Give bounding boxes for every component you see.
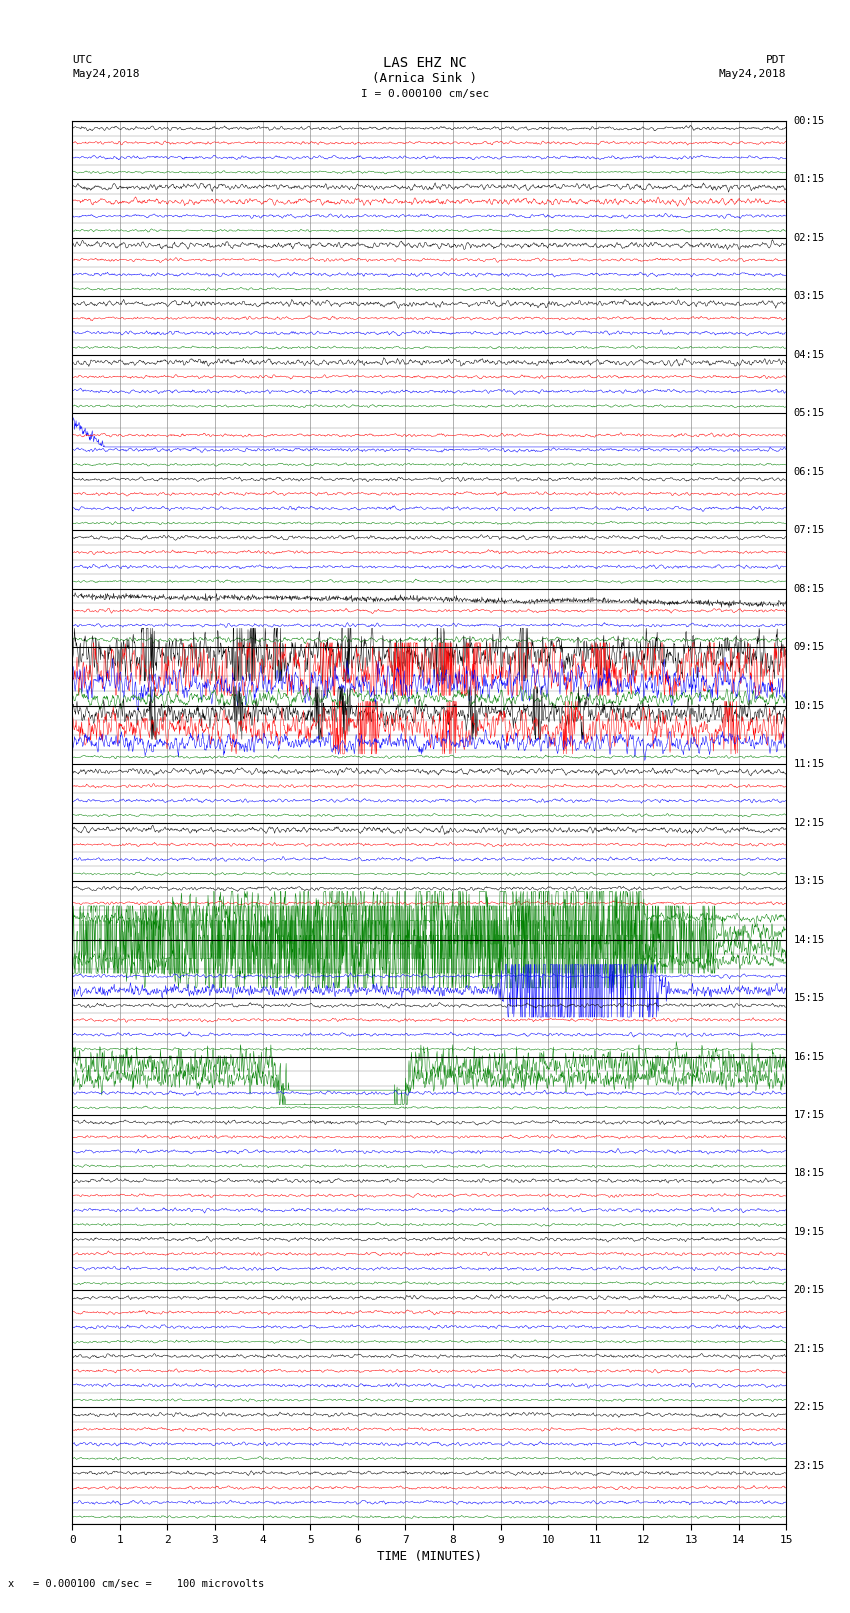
Text: 13:15: 13:15 bbox=[793, 876, 824, 886]
Text: 00:15: 00:15 bbox=[793, 116, 824, 126]
Text: 11:15: 11:15 bbox=[793, 760, 824, 769]
Text: 22:15: 22:15 bbox=[793, 1402, 824, 1413]
Text: 20:15: 20:15 bbox=[793, 1286, 824, 1295]
Text: 10:15: 10:15 bbox=[793, 700, 824, 711]
Text: 21:15: 21:15 bbox=[793, 1344, 824, 1353]
Text: 23:15: 23:15 bbox=[793, 1461, 824, 1471]
Text: 07:15: 07:15 bbox=[793, 526, 824, 536]
Text: 15:15: 15:15 bbox=[793, 994, 824, 1003]
Text: 09:15: 09:15 bbox=[793, 642, 824, 652]
Text: 19:15: 19:15 bbox=[793, 1227, 824, 1237]
Text: UTC: UTC bbox=[72, 55, 93, 65]
Text: 05:15: 05:15 bbox=[793, 408, 824, 418]
Text: 04:15: 04:15 bbox=[793, 350, 824, 360]
Text: 08:15: 08:15 bbox=[793, 584, 824, 594]
Text: 17:15: 17:15 bbox=[793, 1110, 824, 1119]
Text: May24,2018: May24,2018 bbox=[72, 69, 139, 79]
Text: x   = 0.000100 cm/sec =    100 microvolts: x = 0.000100 cm/sec = 100 microvolts bbox=[8, 1579, 264, 1589]
Text: I = 0.000100 cm/sec: I = 0.000100 cm/sec bbox=[361, 89, 489, 100]
Text: 02:15: 02:15 bbox=[793, 232, 824, 244]
Text: (Arnica Sink ): (Arnica Sink ) bbox=[372, 71, 478, 84]
Text: 03:15: 03:15 bbox=[793, 292, 824, 302]
Text: 16:15: 16:15 bbox=[793, 1052, 824, 1061]
Text: LAS EHZ NC: LAS EHZ NC bbox=[383, 56, 467, 71]
Text: 14:15: 14:15 bbox=[793, 934, 824, 945]
Text: 12:15: 12:15 bbox=[793, 818, 824, 827]
Text: May24,2018: May24,2018 bbox=[719, 69, 786, 79]
Text: 06:15: 06:15 bbox=[793, 466, 824, 477]
X-axis label: TIME (MINUTES): TIME (MINUTES) bbox=[377, 1550, 482, 1563]
Text: PDT: PDT bbox=[766, 55, 786, 65]
Text: 01:15: 01:15 bbox=[793, 174, 824, 184]
Text: 18:15: 18:15 bbox=[793, 1168, 824, 1179]
